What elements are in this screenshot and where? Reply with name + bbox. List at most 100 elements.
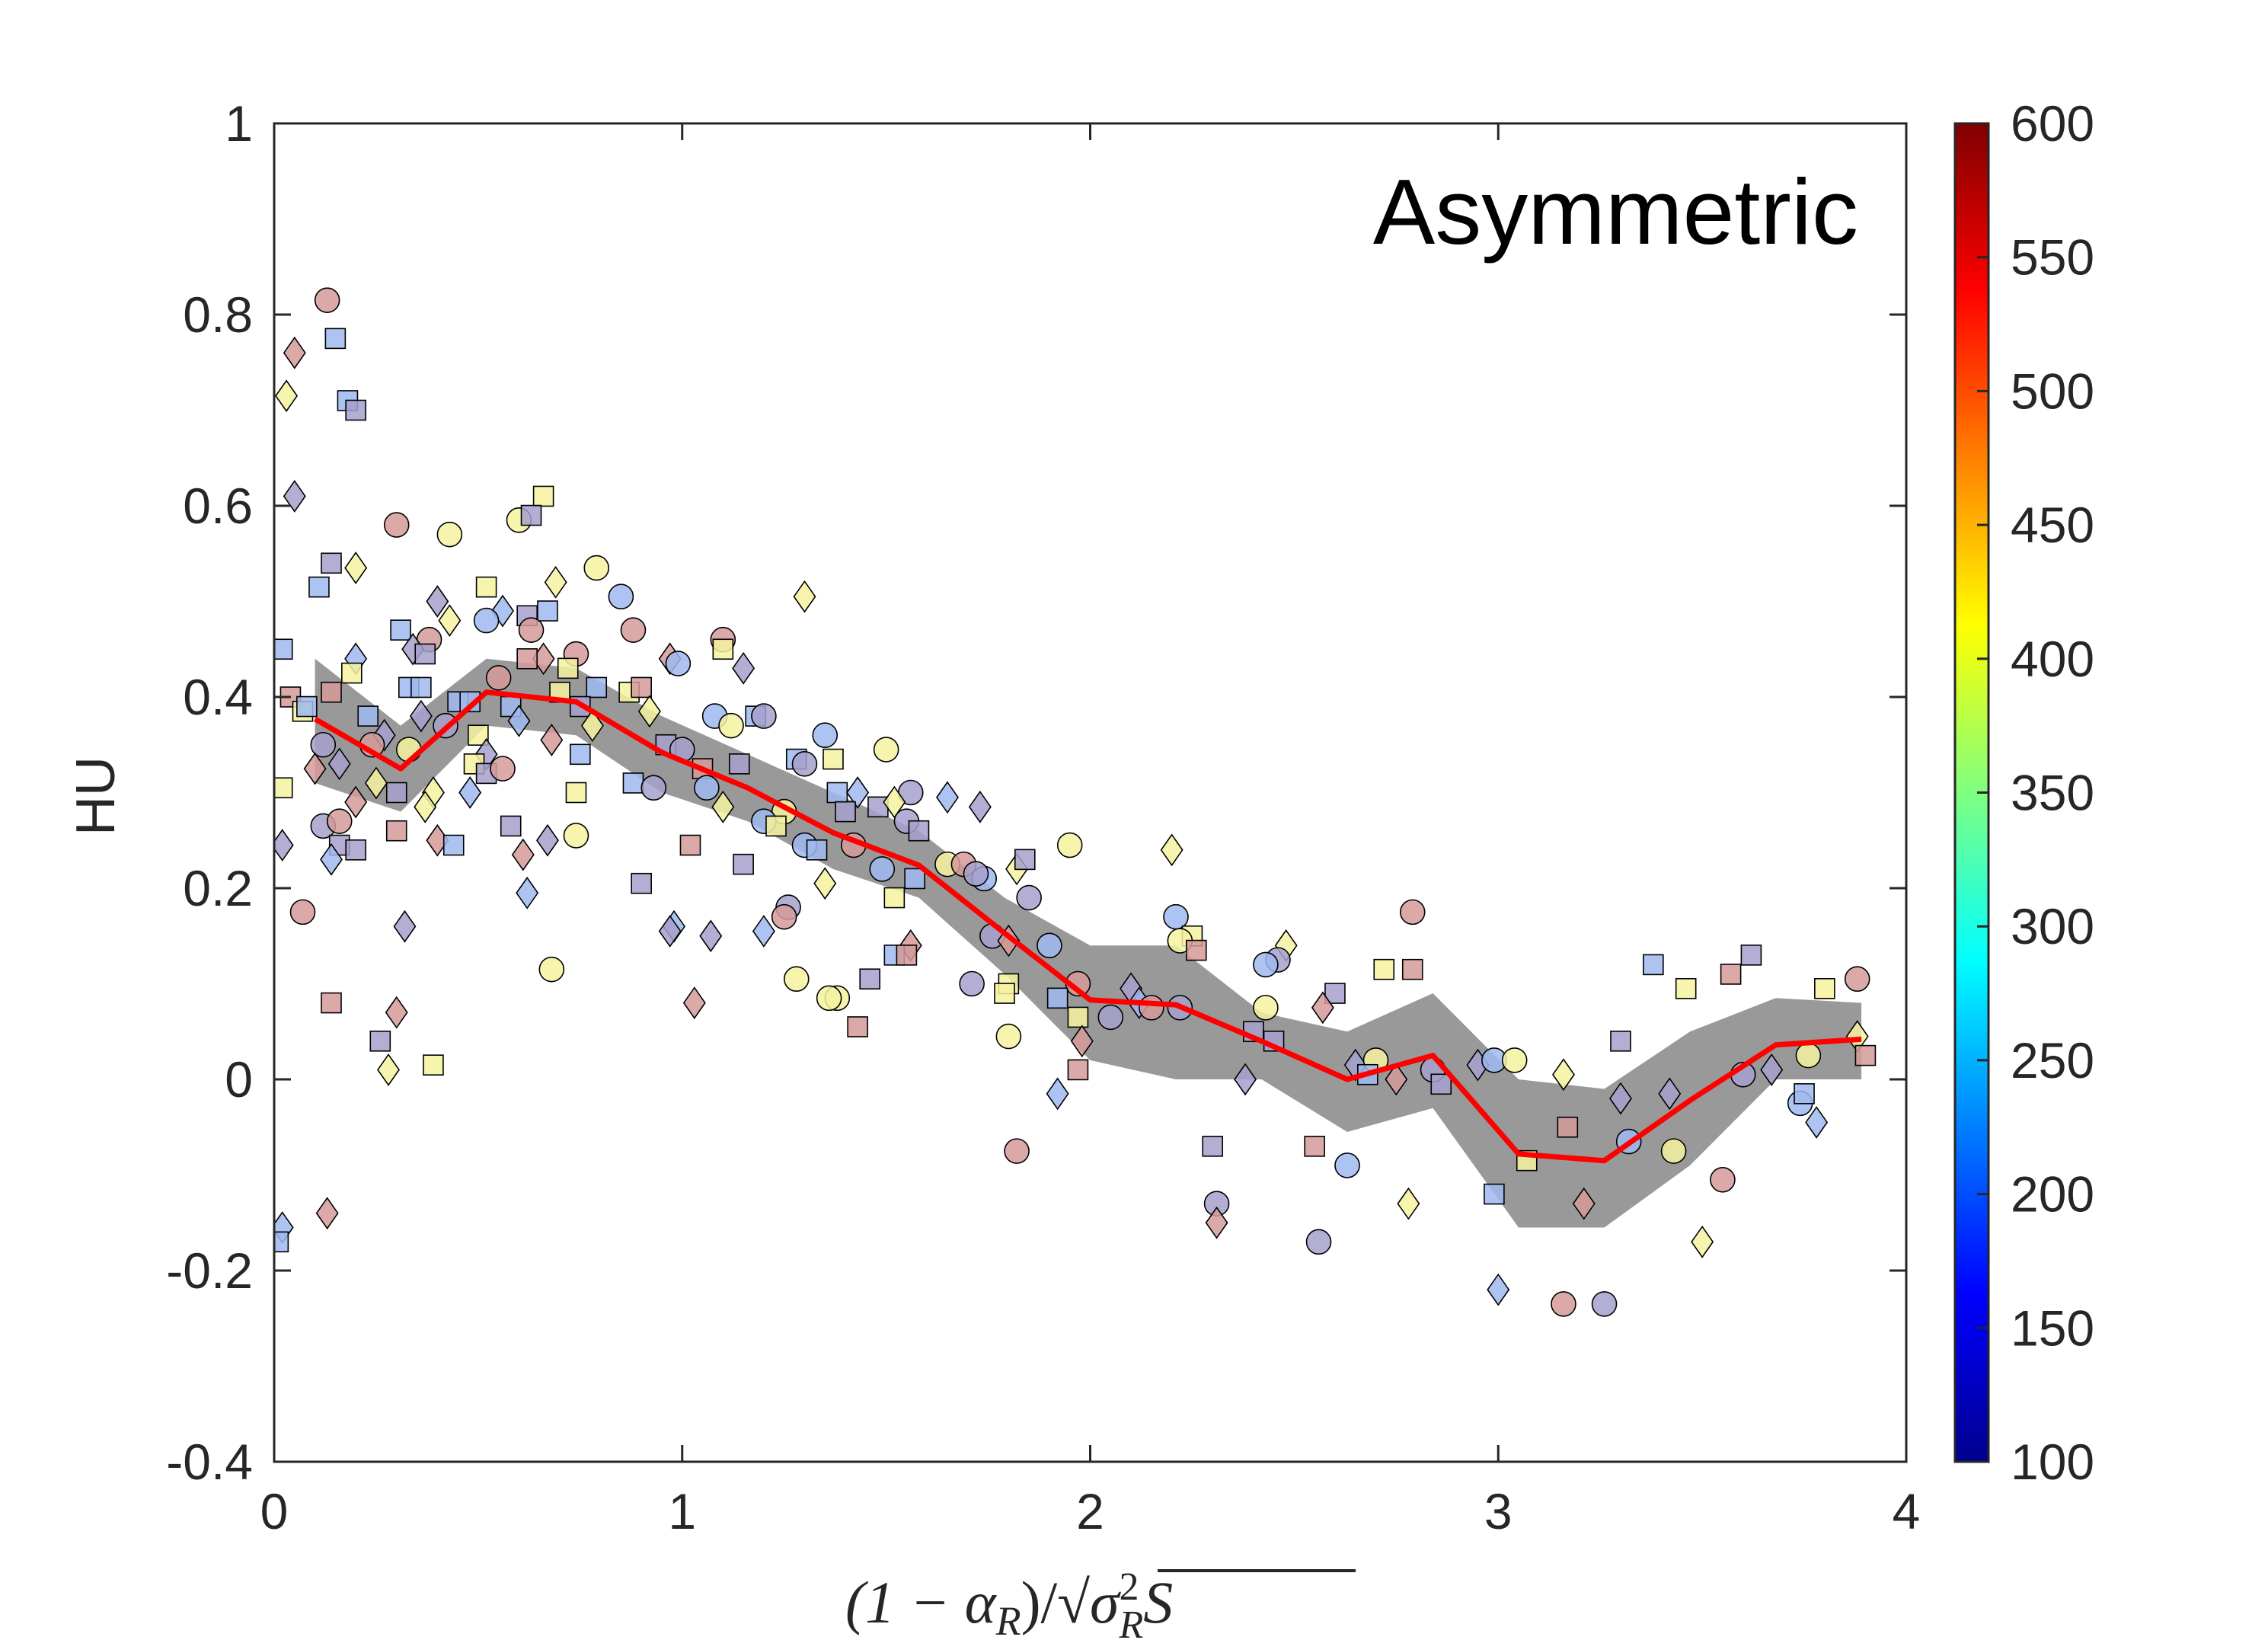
data-point-circle [816,985,842,1012]
data-point-diamond [968,790,992,823]
data-point-square [369,1031,391,1052]
y-tick-label: -0.4 [166,1434,253,1490]
data-point-square [1740,945,1762,966]
y-axis-title: HU [65,756,126,836]
data-point-square [679,834,701,856]
y-tick-label: -0.2 [166,1242,253,1299]
data-point-square [345,839,366,861]
data-point-circle [1844,966,1870,993]
data-point-square [321,552,342,574]
y-tick-label: 1 [225,95,253,152]
data-point-circle [1399,899,1426,925]
data-point-diamond [580,709,604,743]
data-point-square [390,619,411,641]
data-point-square [1202,1136,1224,1157]
data-point-diamond [1397,1187,1420,1220]
xlabel-part-2: R [995,1598,1021,1640]
data-point-diamond [1760,1053,1784,1086]
data-point-square [586,676,608,699]
data-point-circle [963,861,989,887]
data-point-diamond [540,724,564,756]
data-point-circle [812,722,839,749]
data-point-square [1067,1006,1089,1028]
data-point-square [321,681,342,703]
xlabel-part-4: σ [1090,1569,1121,1635]
colorbar-ticks: 100 150 200 250 300 350 400 450 500 550 600 [1977,95,2094,1490]
data-point-circle [1591,1291,1618,1317]
confidence-band [315,658,1862,1228]
data-point-diamond [1385,1063,1408,1096]
data-point-diamond [303,752,327,785]
data-point-square [765,815,787,837]
data-point-square [908,820,930,842]
annotation-label: Asymmetric [1373,160,1858,264]
data-point-diamond [385,996,408,1029]
data-point-diamond [544,566,567,599]
data-point-square [410,676,432,699]
data-point-square [883,887,906,909]
data-point-circle [959,970,985,997]
data-point-diamond [320,842,343,876]
data-point-square [835,801,856,823]
data-point-circle [383,512,410,538]
data-point-diamond [516,876,539,910]
data-point-square [622,772,644,794]
data-point-diamond [1205,1206,1228,1239]
data-point-diamond [699,919,723,953]
y-tick-label: 0.6 [183,478,253,534]
data-point-square [340,662,363,684]
data-point-circle [289,899,316,925]
data-point-diamond [1608,1082,1632,1115]
data-point-diamond [1805,1106,1829,1139]
data-point-square [345,399,366,421]
data-point-diamond [1551,1058,1575,1092]
x-tick-label: 1 [668,1483,696,1539]
data-point-diamond [409,699,433,733]
scatter-points [274,287,1877,1317]
data-point-diamond [1658,1077,1682,1111]
data-point-circle [1710,1166,1736,1193]
data-point-square [520,504,542,526]
data-point-circle [869,856,896,882]
data-point-diamond [344,551,368,584]
data-point-square [357,705,379,727]
data-point-square [274,777,293,799]
data-point-square [570,743,591,766]
x-tick-label: 3 [1484,1483,1513,1539]
data-point-diamond [682,986,706,1019]
data-point-square [1430,1073,1452,1095]
data-point-circle [1305,1229,1332,1255]
colorbar-tick-label: 550 [2011,229,2094,286]
data-point-square [385,820,407,842]
data-point-square [324,328,347,350]
data-point-square [274,638,293,660]
data-point-diamond [1070,1025,1094,1058]
y-tick-label: 0.2 [183,860,253,916]
data-point-circle [538,956,565,983]
data-point-diamond [1234,1063,1257,1096]
data-point-square [1046,987,1069,1009]
data-point-square [1401,958,1423,980]
data-point-diamond [507,704,531,737]
data-point-square [1610,1031,1631,1052]
data-point-square [1484,1183,1505,1205]
data-point-circle [1016,884,1042,911]
colorbar-tick-label: 200 [2011,1166,2094,1223]
data-point-diamond [658,915,682,948]
data-point-circle [608,583,634,610]
data-point-circle [718,712,744,739]
data-point-circle [1037,932,1062,959]
data-point-square [1557,1116,1579,1138]
data-point-square [904,868,925,890]
data-point-circle [995,1023,1022,1050]
data-point-square [896,945,918,966]
data-point-square [847,1016,868,1037]
data-point-circle [1056,832,1083,858]
data-point-square [1720,964,1742,985]
data-point-circle [310,731,337,758]
data-point-square [321,992,342,1014]
data-point-diamond [364,766,388,800]
data-point-diamond [458,776,482,809]
data-point-diamond [414,790,437,823]
